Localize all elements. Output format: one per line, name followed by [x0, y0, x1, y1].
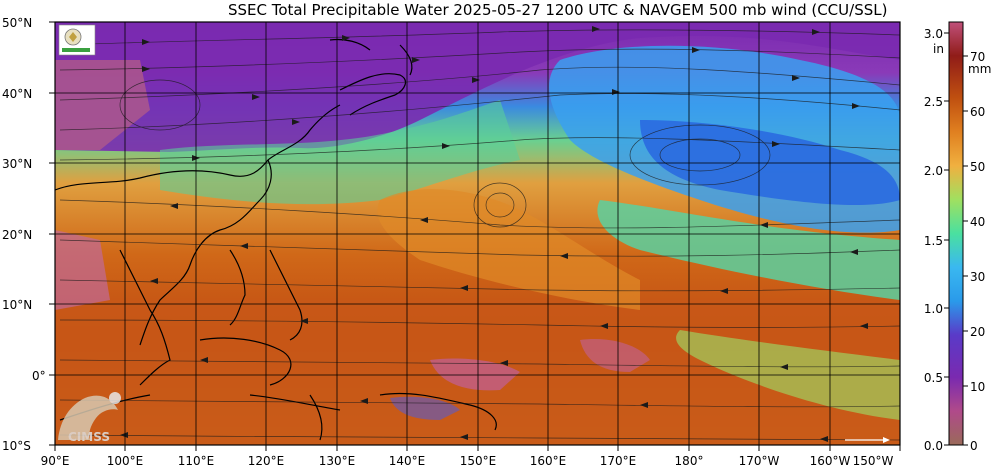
colorbar-mm-tick: 10 [970, 380, 985, 394]
lon-label: 150°W [853, 454, 894, 468]
lat-label: 10°S [2, 439, 31, 453]
ssec-logo [58, 24, 96, 56]
lon-label: 90°E [41, 454, 70, 468]
cimss-label: CIMSS [68, 430, 110, 444]
logo-stripe-icon [62, 48, 90, 52]
lon-label: 130°E [319, 454, 356, 468]
lat-label: 0° [32, 369, 46, 383]
colorbar-mm-tick: 50 [970, 160, 985, 174]
colorbar-inch-unit: in [933, 42, 944, 56]
colorbar-mm-unit: mm [968, 62, 991, 76]
colorbar-inch-tick: 2.0 [924, 164, 943, 178]
scale-arrow-icon [845, 437, 890, 443]
colorbar-mm-tick: 60 [970, 105, 985, 119]
wind-streamlines [59, 29, 900, 441]
colorbar: in mm 3.0 2.5 2.0 1.5 1.0 0.5 0.0 70 60 … [924, 21, 991, 453]
lat-label: 50°N [2, 16, 32, 30]
cimss-emblem-icon [58, 395, 118, 440]
graticule [55, 22, 900, 445]
lon-label: 180° [675, 454, 704, 468]
wind-arrows [120, 26, 868, 442]
lon-label: 120°E [248, 454, 285, 468]
colorbar-inch-tick: 1.5 [924, 234, 943, 248]
colorbar-mm-tick: 70 [970, 50, 985, 64]
lon-label: 160°W [810, 454, 851, 468]
lat-label: 10°N [2, 298, 32, 312]
sun-icon [109, 392, 121, 404]
colorbar-ramp [948, 21, 964, 446]
seal-emblem-icon [69, 32, 77, 42]
lat-labels: 50°N 40°N 30°N 20°N 10°N 0° 10°S [2, 16, 46, 453]
colorbar-inch-tick: 0.5 [924, 371, 943, 385]
lon-label: 150°E [460, 454, 497, 468]
lon-label: 110°E [178, 454, 215, 468]
lon-label: 170°E [600, 454, 637, 468]
lat-label: 40°N [2, 87, 32, 101]
tpw-field [55, 22, 900, 445]
colorbar-mm-tick: 20 [970, 325, 985, 339]
lon-label: 100°E [107, 454, 144, 468]
colorbar-inch-tick: 2.5 [924, 95, 943, 109]
lat-label: 30°N [2, 157, 32, 171]
colorbar-mm-tick: 40 [970, 215, 985, 229]
map-title: SSEC Total Precipitable Water 2025-05-27… [0, 0, 1000, 20]
coastlines [55, 38, 497, 441]
colorbar-mm-tick: 30 [970, 270, 985, 284]
title-text: SSEC Total Precipitable Water 2025-05-27… [228, 1, 888, 19]
colorbar-inch-tick: 1.0 [924, 302, 943, 316]
lon-label: 140°E [389, 454, 426, 468]
lon-label: 160°E [530, 454, 567, 468]
colorbar-inch-tick: 0.0 [924, 439, 943, 453]
axis-ticks [49, 21, 901, 451]
colorbar-inch-tick: 3.0 [924, 27, 943, 41]
cimss-logo: CIMSS [58, 392, 121, 444]
colorbar-mm-tick: 0 [970, 439, 978, 453]
lon-label: 170°W [739, 454, 780, 468]
lon-labels: 90°E 100°E 110°E 120°E 130°E 140°E 150°E… [41, 454, 894, 468]
lat-label: 20°N [2, 228, 32, 242]
